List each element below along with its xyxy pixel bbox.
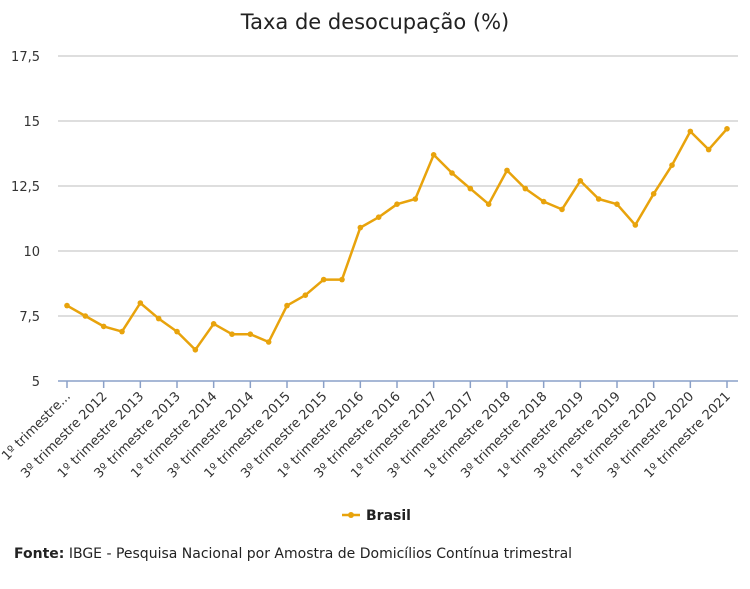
data-point[interactable]: [247, 331, 254, 338]
data-point[interactable]: [192, 347, 199, 353]
data-point[interactable]: [669, 162, 675, 168]
series-lines: [64, 126, 730, 353]
data-point[interactable]: [100, 323, 107, 330]
y-tick-label: 10: [23, 245, 40, 260]
data-point[interactable]: [485, 201, 492, 207]
data-point[interactable]: [302, 292, 309, 299]
data-point[interactable]: [210, 321, 217, 327]
data-point[interactable]: [394, 201, 400, 207]
data-point[interactable]: [284, 302, 290, 309]
legend[interactable]: Brasil: [342, 508, 411, 524]
series-line-brasil[interactable]: [66, 127, 728, 352]
legend-label[interactable]: Brasil: [366, 508, 411, 524]
data-point[interactable]: [595, 196, 602, 202]
data-point[interactable]: [357, 224, 364, 231]
data-point[interactable]: [559, 206, 565, 213]
gridlines: [58, 55, 738, 317]
data-point[interactable]: [64, 302, 70, 309]
data-point[interactable]: [705, 146, 712, 153]
data-point[interactable]: [687, 128, 694, 135]
y-tick-label: 17,5: [11, 50, 40, 65]
line-chart: Taxa de desocupação (%) 5 7,5 10 12,5 15 17,5…: [0, 10, 738, 524]
data-point[interactable]: [614, 201, 620, 207]
data-point[interactable]: [339, 276, 345, 283]
y-tick-label: 12,5: [11, 180, 40, 195]
data-point[interactable]: [650, 191, 657, 197]
data-point[interactable]: [467, 185, 474, 192]
data-point[interactable]: [82, 313, 89, 319]
data-point[interactable]: [632, 222, 639, 228]
legend-swatch-marker: [348, 512, 354, 518]
data-point[interactable]: [320, 276, 327, 283]
data-point[interactable]: [265, 339, 272, 345]
y-tick-label: 5: [32, 375, 40, 390]
data-point[interactable]: [577, 178, 584, 184]
data-point[interactable]: [540, 198, 547, 205]
data-point[interactable]: [430, 152, 437, 158]
y-tick-label: 15: [23, 115, 40, 130]
chart-title: Taxa de desocupação (%): [240, 10, 510, 34]
source-text: IBGE - Pesquisa Nacional por Amostra de …: [64, 546, 573, 562]
data-point[interactable]: [375, 214, 382, 220]
data-point[interactable]: [724, 126, 730, 132]
data-point[interactable]: [155, 315, 162, 322]
source-note: Fonte: IBGE - Pesquisa Nacional por Amos…: [14, 546, 572, 562]
data-point[interactable]: [137, 300, 144, 306]
y-axis-ticks: 5 7,5 10 12,5 15 17,5: [11, 50, 40, 390]
data-point[interactable]: [449, 170, 455, 176]
source-label: Fonte:: [14, 546, 65, 562]
y-tick-label: 7,5: [19, 310, 40, 325]
data-point[interactable]: [229, 331, 235, 338]
data-point[interactable]: [119, 328, 125, 335]
data-point[interactable]: [522, 185, 529, 192]
data-point[interactable]: [504, 167, 510, 174]
data-point[interactable]: [174, 328, 180, 335]
data-point[interactable]: [412, 196, 419, 202]
